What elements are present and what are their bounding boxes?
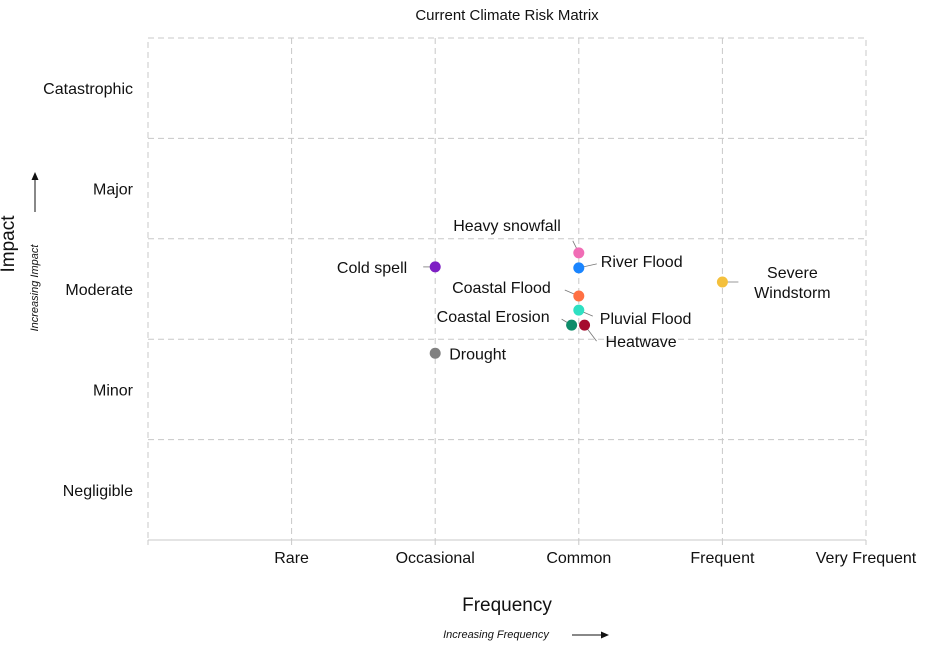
label-line: Drought — [449, 346, 506, 363]
point-coastal-erosion — [566, 319, 578, 331]
x-tick-label: Occasional — [396, 550, 475, 567]
y-tick-label: Minor — [93, 382, 134, 399]
label-river-flood: River Flood — [601, 254, 683, 271]
grid — [147, 38, 867, 545]
point-cold-spell — [429, 261, 441, 273]
label-line: River Flood — [601, 254, 683, 271]
label-line: Heavy snowfall — [453, 218, 561, 235]
x-tick-label: Common — [546, 550, 611, 567]
label-pluvial-flood: Pluvial Flood — [600, 311, 692, 328]
point-heatwave — [579, 319, 591, 331]
point-heavy-snowfall — [573, 247, 585, 259]
point-river-flood — [573, 262, 585, 274]
y-arrow-icon — [31, 172, 39, 212]
point-drought — [429, 347, 441, 359]
x-tick-label: Rare — [274, 550, 309, 567]
label-line: Windstorm — [754, 285, 830, 302]
y-axis-label: Impact — [0, 215, 19, 273]
y-tick-label: Major — [93, 182, 134, 199]
point-pluvial-flood — [573, 304, 585, 316]
y-tick-label: Catastrophic — [43, 81, 133, 98]
x-axis-label: Frequency — [462, 595, 552, 616]
y-tick-label: Negligible — [63, 483, 133, 500]
y-tick-label: Moderate — [65, 282, 133, 299]
label-line: Pluvial Flood — [600, 311, 692, 328]
data-points — [429, 247, 728, 359]
label-heavy-snowfall: Heavy snowfall — [453, 218, 561, 235]
label-line: Cold spell — [337, 260, 407, 277]
label-line: Coastal Flood — [452, 280, 551, 297]
x-tick-label: Very Frequent — [816, 550, 917, 567]
label-cold-spell: Cold spell — [337, 260, 407, 277]
y-axis-sublabel: Increasing Impact — [29, 244, 41, 332]
x-tick-labels: Rare Occasional Common Frequent Very Frequen… — [274, 550, 917, 567]
x-tick-label: Frequent — [690, 550, 755, 567]
label-coastal-erosion: Coastal Erosion — [437, 309, 550, 326]
x-axis-sublabel: Increasing Frequency — [443, 629, 550, 641]
x-arrow-icon — [572, 631, 609, 639]
point-labels: Heavy snowfall River Flood Cold spell Sever… — [337, 218, 831, 363]
label-coastal-flood: Coastal Flood — [452, 280, 551, 297]
y-tick-labels: Negligible Minor Moderate Major Catastrophic — [43, 81, 133, 500]
label-heatwave: Heatwave — [606, 334, 677, 351]
label-drought: Drought — [449, 346, 506, 363]
label-line: Coastal Erosion — [437, 309, 550, 326]
label-line: Severe — [767, 265, 818, 282]
point-coastal-flood — [573, 290, 585, 302]
chart-title: Current Climate Risk Matrix — [415, 7, 599, 24]
label-line: Heatwave — [606, 334, 677, 351]
label-severe-windstorm: Severe Windstorm — [754, 265, 830, 302]
point-severe-windstorm — [716, 276, 728, 288]
